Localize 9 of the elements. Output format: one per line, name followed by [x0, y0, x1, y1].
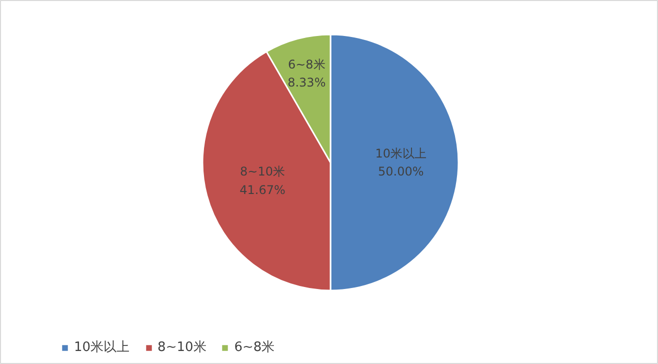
slice-label: 10米以上	[375, 146, 427, 160]
slice-label: 6~8米	[288, 57, 326, 72]
data-label: 50.00%	[378, 164, 424, 179]
legend-label: 8~10米	[158, 339, 206, 356]
legend-label: 10米以上	[74, 339, 130, 356]
legend-label: 6~8米	[234, 339, 275, 356]
data-label: 41.67%	[240, 182, 286, 197]
slice-label: 8~10米	[240, 164, 285, 179]
data-label: 8.33%	[288, 76, 326, 90]
